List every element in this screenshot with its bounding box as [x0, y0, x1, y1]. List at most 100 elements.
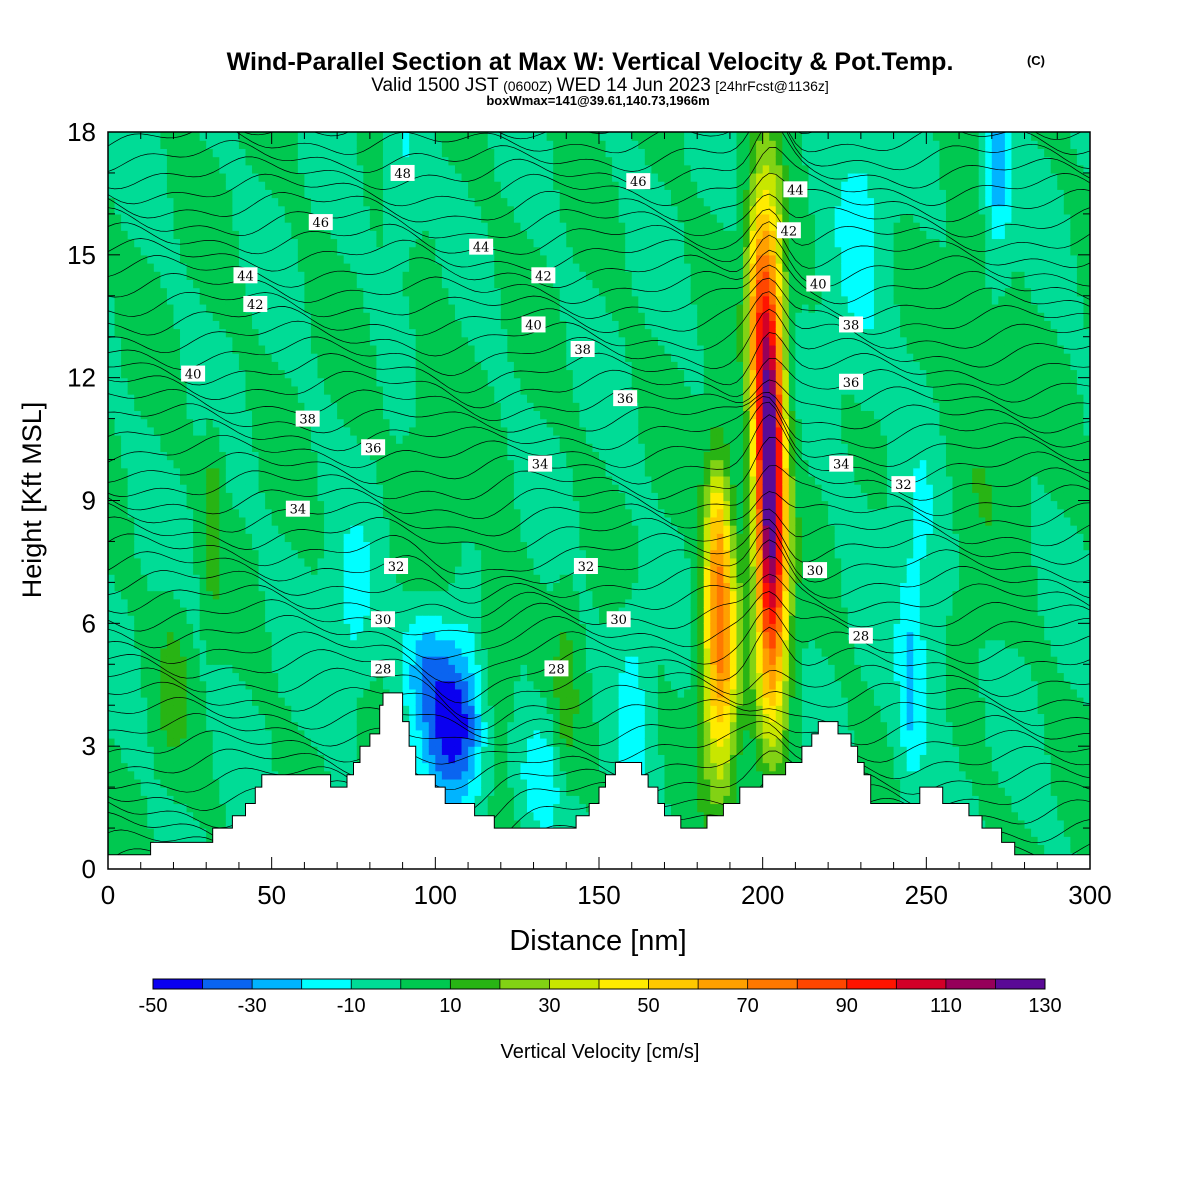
velocity-cell [304, 295, 312, 305]
velocity-cell [363, 361, 371, 371]
velocity-cell [428, 312, 436, 321]
velocity-cell [114, 213, 122, 223]
velocity-cell [180, 279, 188, 289]
velocity-cell [258, 459, 266, 469]
velocity-cell [186, 279, 194, 289]
velocity-cell [382, 647, 391, 657]
velocity-cell [402, 230, 410, 240]
velocity-cell [212, 516, 220, 526]
velocity-cell [402, 549, 410, 559]
velocity-cell [422, 222, 430, 231]
velocity-cell [304, 181, 312, 190]
velocity-cell [166, 811, 175, 821]
velocity-cell [127, 263, 135, 272]
velocity-cell [108, 443, 116, 452]
velocity-cell [324, 484, 332, 493]
velocity-cell [166, 770, 175, 780]
velocity-cell [225, 361, 233, 371]
velocity-cell [180, 418, 188, 428]
velocity-cell [428, 238, 436, 248]
velocity-cell [108, 508, 116, 518]
velocity-cell [166, 729, 175, 739]
velocity-cell [252, 181, 260, 190]
velocity-cell [219, 697, 227, 706]
velocity-cell [428, 508, 436, 518]
velocity-cell [127, 418, 135, 428]
velocity-cell [199, 525, 207, 534]
velocity-cell [193, 156, 201, 166]
velocity-cell [396, 377, 404, 387]
velocity-cell [173, 132, 181, 141]
velocity-cell [461, 582, 469, 592]
velocity-cell [448, 566, 456, 575]
velocity-cell [180, 181, 188, 190]
velocity-cell [291, 688, 299, 698]
velocity-cell [422, 148, 430, 158]
velocity-cell [350, 426, 358, 436]
velocity-cell [435, 467, 443, 477]
velocity-cell [409, 336, 417, 346]
velocity-cell [252, 705, 260, 715]
velocity-cell [121, 615, 129, 624]
velocity-cell [212, 705, 220, 715]
velocity-cell [147, 303, 155, 313]
velocity-cell [147, 762, 155, 772]
velocity-cell [108, 459, 116, 469]
velocity-cell [193, 164, 201, 174]
velocity-cell [238, 377, 247, 387]
velocity-cell [396, 246, 404, 256]
velocity-cell [454, 631, 463, 641]
velocity-cell [206, 451, 214, 461]
velocity-cell [121, 443, 129, 452]
velocity-cell [127, 672, 135, 682]
velocity-cell [166, 533, 175, 543]
velocity-cell [121, 467, 129, 477]
velocity-cell [173, 434, 181, 444]
velocity-cell [153, 508, 161, 518]
velocity-cell [369, 623, 378, 633]
velocity-cell [160, 320, 168, 330]
velocity-cell [409, 246, 417, 256]
velocity-cell [219, 623, 227, 633]
velocity-cell [121, 598, 129, 608]
velocity-cell [173, 336, 181, 346]
velocity-cell [219, 312, 227, 321]
velocity-cell [363, 606, 371, 616]
velocity-cell [271, 762, 279, 772]
velocity-cell [199, 680, 207, 690]
velocity-cell [363, 737, 371, 747]
velocity-cell [343, 697, 351, 706]
velocity-cell [114, 688, 122, 698]
velocity-cell [454, 132, 463, 141]
velocity-cell [252, 746, 260, 755]
velocity-cell [284, 705, 292, 715]
velocity-cell [304, 238, 312, 248]
velocity-cell [232, 238, 240, 248]
velocity-cell [238, 369, 247, 379]
velocity-cell [389, 492, 397, 502]
velocity-cell [232, 385, 240, 395]
velocity-cell [166, 164, 175, 174]
velocity-cell [166, 418, 175, 428]
velocity-cell [121, 213, 129, 223]
velocity-cell [252, 459, 260, 469]
velocity-cell [409, 238, 417, 248]
velocity-cell [173, 737, 181, 747]
velocity-cell [271, 156, 279, 166]
velocity-cell [297, 328, 305, 338]
velocity-cell [180, 475, 188, 485]
velocity-cell [324, 443, 332, 452]
velocity-cell [271, 680, 279, 690]
velocity-cell [140, 394, 148, 403]
velocity-cell [186, 377, 194, 387]
velocity-cell [219, 803, 227, 813]
velocity-cell [409, 492, 417, 502]
velocity-cell [304, 746, 312, 755]
velocity-cell [350, 443, 358, 452]
velocity-cell [173, 746, 181, 755]
velocity-cell [127, 639, 135, 649]
velocity-cell [350, 303, 358, 313]
velocity-cell [278, 181, 286, 190]
velocity-cell [180, 410, 188, 420]
velocity-cell [271, 148, 279, 158]
